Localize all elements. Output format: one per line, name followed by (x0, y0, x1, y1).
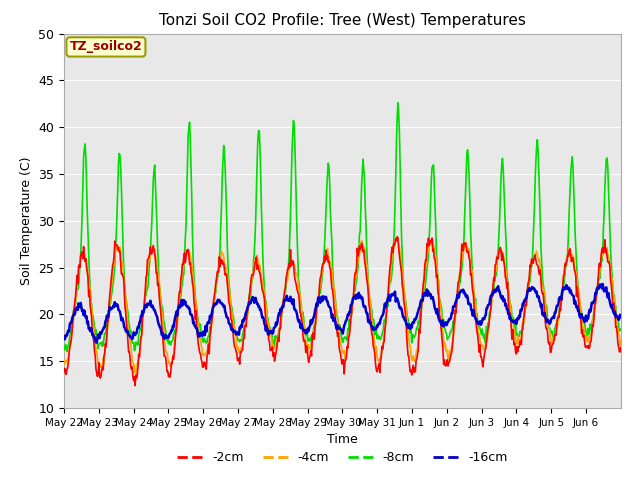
Y-axis label: Soil Temperature (C): Soil Temperature (C) (20, 156, 33, 285)
Legend: -2cm, -4cm, -8cm, -16cm: -2cm, -4cm, -8cm, -16cm (172, 446, 513, 469)
Text: TZ_soilco2: TZ_soilco2 (70, 40, 142, 53)
Title: Tonzi Soil CO2 Profile: Tree (West) Temperatures: Tonzi Soil CO2 Profile: Tree (West) Temp… (159, 13, 526, 28)
X-axis label: Time: Time (327, 433, 358, 446)
